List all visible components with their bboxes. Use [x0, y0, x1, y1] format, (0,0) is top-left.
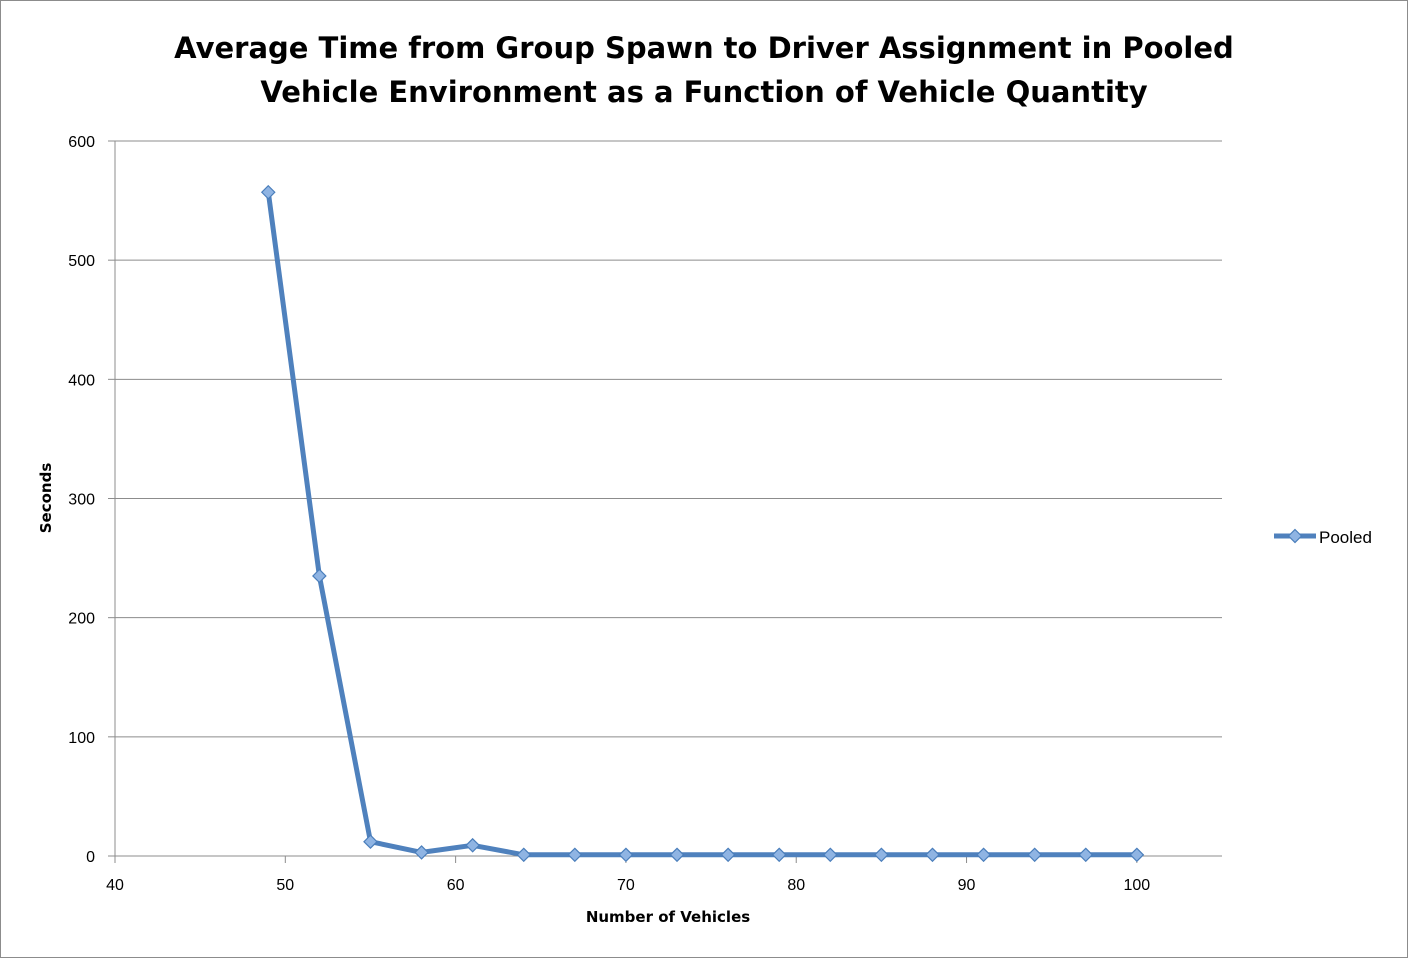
x-tick-label: 70	[617, 877, 635, 894]
data-point-marker	[771, 847, 787, 863]
data-point-marker	[976, 847, 991, 863]
y-tick-label: 100	[68, 730, 95, 747]
legend-marker	[1287, 528, 1303, 544]
data-point-marker	[720, 847, 736, 863]
data-point-marker	[925, 847, 940, 863]
data-series	[260, 184, 1145, 863]
chart-title-line-2: Vehicle Environment as a Function of Veh…	[260, 75, 1148, 109]
data-point-marker	[363, 834, 378, 850]
x-tick-label: 100	[1123, 877, 1150, 894]
gridlines	[115, 140, 1222, 738]
chart-title: Average Time from Group Spawn to Driver …	[0, 26, 1408, 114]
data-point-marker	[465, 837, 480, 853]
data-point-marker	[1078, 847, 1094, 863]
x-tick-label: 50	[276, 877, 294, 894]
data-point-marker	[822, 847, 838, 863]
chart-title-line-1: Average Time from Group Spawn to Driver …	[174, 31, 1234, 65]
legend: Pooled	[1274, 528, 1372, 547]
data-point-marker	[567, 847, 583, 863]
series-line-pooled	[265, 189, 1140, 858]
data-point-marker	[874, 847, 889, 863]
data-point-marker	[516, 847, 532, 863]
data-point-marker	[260, 184, 276, 200]
y-tick-label: 400	[68, 372, 95, 389]
y-tick-label: 200	[68, 611, 95, 628]
data-point-marker	[669, 847, 685, 863]
y-tick-label: 300	[68, 492, 95, 509]
y-axis-title: Seconds	[37, 463, 55, 534]
data-point-marker	[312, 568, 327, 584]
x-tick-label: 80	[787, 877, 805, 894]
data-point-marker	[414, 845, 429, 860]
y-tick-label: 0	[86, 849, 95, 866]
x-tick-label: 90	[958, 877, 976, 894]
y-tick-label: 500	[68, 253, 95, 270]
y-tick-label: 600	[68, 134, 95, 151]
data-point-marker	[618, 847, 634, 863]
tick-labels: 0 100 200 300 400 500 600 40 50 60 70 80 90 100	[68, 134, 1150, 894]
legend-label: Pooled	[1319, 528, 1372, 547]
x-axis-title: Number of Vehicles	[586, 908, 750, 926]
data-point-marker	[1129, 847, 1145, 863]
x-tick-label: 40	[106, 877, 124, 894]
x-tick-label: 60	[447, 877, 465, 894]
data-point-marker	[1027, 847, 1043, 863]
